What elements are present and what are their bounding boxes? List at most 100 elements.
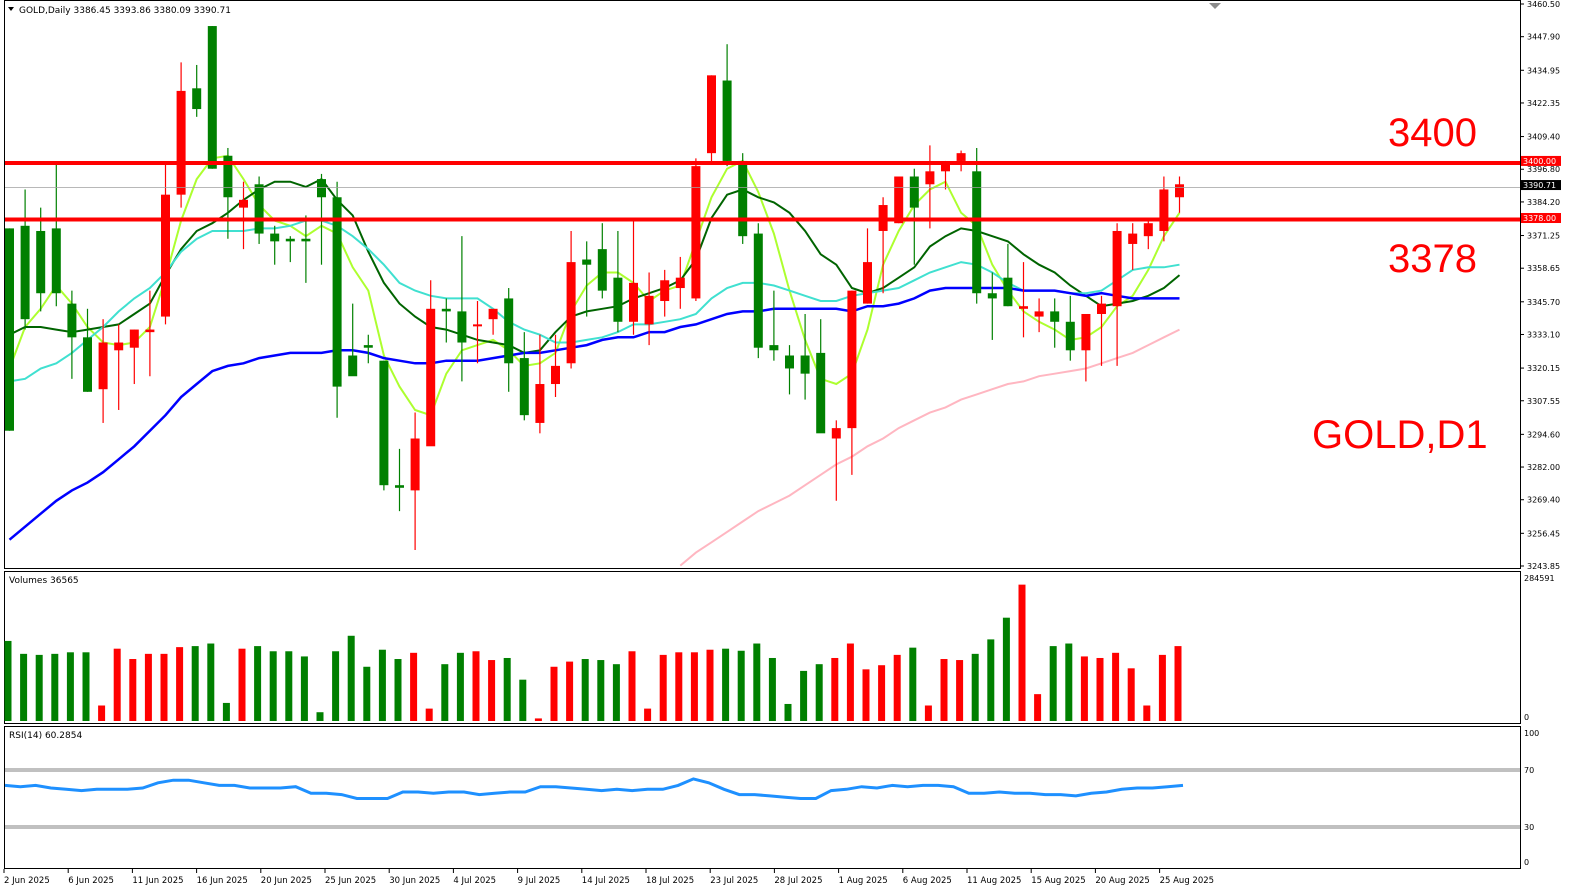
date-axis: 2 Jun 2025 6 Jun 2025 11 Jun 2025 16 Jun 20… (3, 869, 1214, 886)
price-tick-label: 3358.65 (1527, 264, 1560, 273)
annotation-3378: 3378 (1388, 237, 1477, 281)
date-tick-label: 2 Jun 2025 (4, 876, 50, 886)
candle-body (800, 355, 810, 374)
volume-bar (1096, 657, 1104, 721)
volume-panel-frame (4, 571, 1521, 724)
date-tick-label: 1 Aug 2025 (839, 876, 888, 886)
candle-body (1065, 321, 1075, 351)
volume-bar (878, 665, 886, 721)
candle-body (863, 262, 872, 304)
price-tick-label: 3447.90 (1527, 33, 1560, 42)
volume-bar (176, 647, 184, 721)
volume-bar (1018, 584, 1026, 721)
volume-bar (1049, 646, 1057, 721)
volume-bar (378, 649, 386, 721)
candle-body (1159, 189, 1169, 231)
candle-body (239, 199, 248, 208)
volume-bar (831, 657, 839, 721)
volume-bar (737, 650, 745, 721)
candle-body (519, 358, 529, 416)
volume-bar (690, 652, 698, 721)
volume-bar (160, 653, 168, 721)
candle-body (488, 308, 498, 320)
candle-body (925, 171, 935, 185)
candle-body (348, 355, 358, 377)
volume-bar (488, 660, 496, 721)
volume-bar (893, 654, 901, 721)
candle-body (426, 308, 436, 447)
candle-body (98, 342, 108, 390)
volume-bar (1080, 656, 1088, 721)
ma-fast-line (8, 154, 1181, 417)
volume-bar (1065, 643, 1073, 721)
volume-axis: 284591 0 (1524, 574, 1555, 722)
price-tick-label: 3294.60 (1527, 430, 1560, 439)
price-tick-label: 3269.40 (1527, 496, 1560, 505)
candle-body (395, 485, 404, 488)
candle-body (1112, 230, 1122, 307)
date-tick-label: 6 Aug 2025 (903, 876, 952, 886)
candle-body (363, 345, 373, 348)
date-tick-label: 14 Jul 2025 (582, 876, 630, 886)
volume-bar (144, 653, 152, 721)
volume-bar (285, 651, 293, 721)
volume-bar (503, 657, 511, 721)
level-tag (1521, 213, 1561, 224)
candle-body (597, 249, 607, 291)
candle-body (785, 355, 794, 369)
annotation-3400: 3400 (1388, 111, 1477, 155)
candle-body (551, 365, 560, 385)
candle-body (847, 290, 857, 429)
collapse-triangle-icon[interactable] (8, 7, 14, 11)
date-tick-label: 28 Jul 2025 (774, 876, 822, 886)
candle-body (675, 277, 685, 289)
candle-body (1034, 311, 1044, 317)
price-tick-label: 3371.25 (1527, 232, 1560, 241)
price-tick-label: 3307.55 (1527, 397, 1560, 406)
candle-body (722, 80, 732, 161)
volume-bar (940, 659, 948, 721)
candle-body (114, 342, 124, 351)
rsi-line-group (4, 777, 1184, 800)
level-tags: 3400.00 3378.00 3390.71 (1521, 155, 1561, 224)
volume-bar (207, 643, 215, 721)
volume-bar (768, 657, 776, 721)
volume-bar (363, 666, 371, 721)
moving-averages (8, 154, 1181, 567)
volume-bar (269, 651, 277, 721)
volume-bar (222, 702, 230, 721)
date-tick-label: 23 Jul 2025 (710, 876, 758, 886)
volume-bar (113, 648, 121, 721)
volume-bar (441, 664, 449, 721)
volume-bar (51, 653, 59, 721)
date-tick-label: 11 Aug 2025 (967, 876, 1021, 886)
rsi-tick-70: 70 (1524, 766, 1534, 775)
candle-body (644, 295, 654, 325)
candle-body (410, 438, 420, 491)
volume-bar (644, 708, 652, 721)
level-tag-label: 3400.00 (1523, 157, 1556, 166)
date-tick-label: 16 Jun 2025 (197, 876, 248, 886)
candle-body (504, 298, 514, 364)
volume-bar (956, 660, 964, 721)
volume-bar (597, 660, 605, 721)
candle-body (129, 329, 139, 348)
shift-marker-icon[interactable] (1209, 3, 1221, 9)
price-axis: 3460.50 3447.90 3434.95 3422.35 3409.40 3396.… (1520, 0, 1560, 571)
volume-bar (550, 666, 558, 721)
volume-bar (534, 718, 542, 721)
volume-bar (862, 669, 870, 721)
volume-tick-zero: 0 (1524, 713, 1529, 722)
candle-body (223, 155, 233, 198)
candle-body (691, 166, 701, 299)
volume-bar (706, 649, 714, 721)
candle-body (941, 163, 950, 172)
date-tick-label: 20 Jun 2025 (261, 876, 312, 886)
volume-bar (581, 659, 589, 721)
rsi-tick-100: 100 (1524, 729, 1539, 738)
volume-bar (4, 640, 12, 721)
volume-bar (300, 656, 308, 721)
chart-info-text: GOLD,Daily 3386.45 3393.86 3380.09 3390.… (19, 6, 231, 16)
volumes-title: Volumes 36565 (9, 576, 79, 586)
